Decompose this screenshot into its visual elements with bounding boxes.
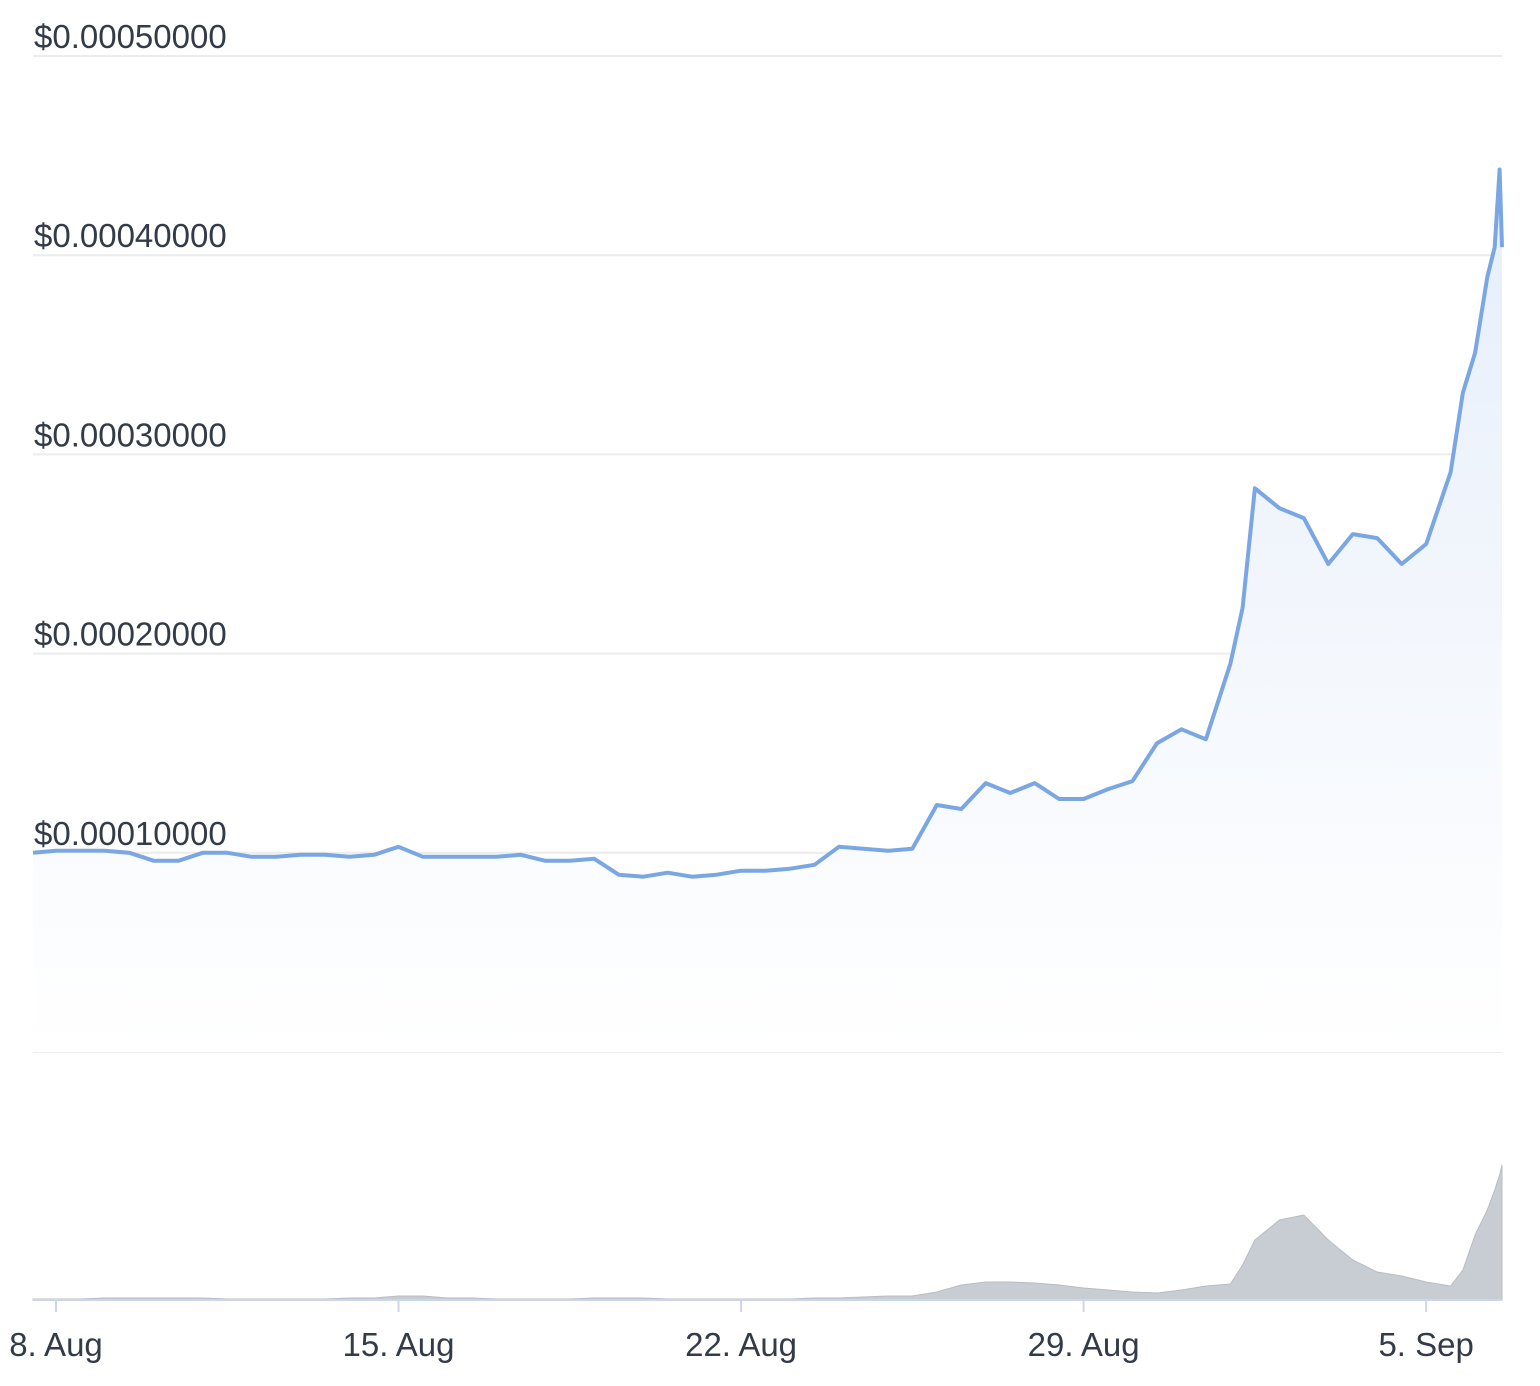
y-tick-label: $0.00040000 bbox=[34, 217, 227, 254]
x-tick-label: 5. Sep bbox=[1378, 1326, 1473, 1363]
area-fill bbox=[33, 169, 1502, 1052]
x-tick-label: 22. Aug bbox=[685, 1326, 797, 1363]
y-tick-label: $0.00020000 bbox=[34, 616, 227, 653]
volume-area bbox=[32, 1164, 1503, 1301]
x-tick-label: 15. Aug bbox=[343, 1326, 455, 1363]
y-tick-label: $0.00030000 bbox=[34, 416, 227, 453]
y-tick-label: $0.00010000 bbox=[34, 815, 227, 852]
x-tick-label: 8. Aug bbox=[9, 1326, 103, 1363]
x-tick-label: 29. Aug bbox=[1028, 1326, 1140, 1363]
y-tick-label: $0.00050000 bbox=[34, 18, 227, 55]
price-line bbox=[32, 167, 1504, 879]
